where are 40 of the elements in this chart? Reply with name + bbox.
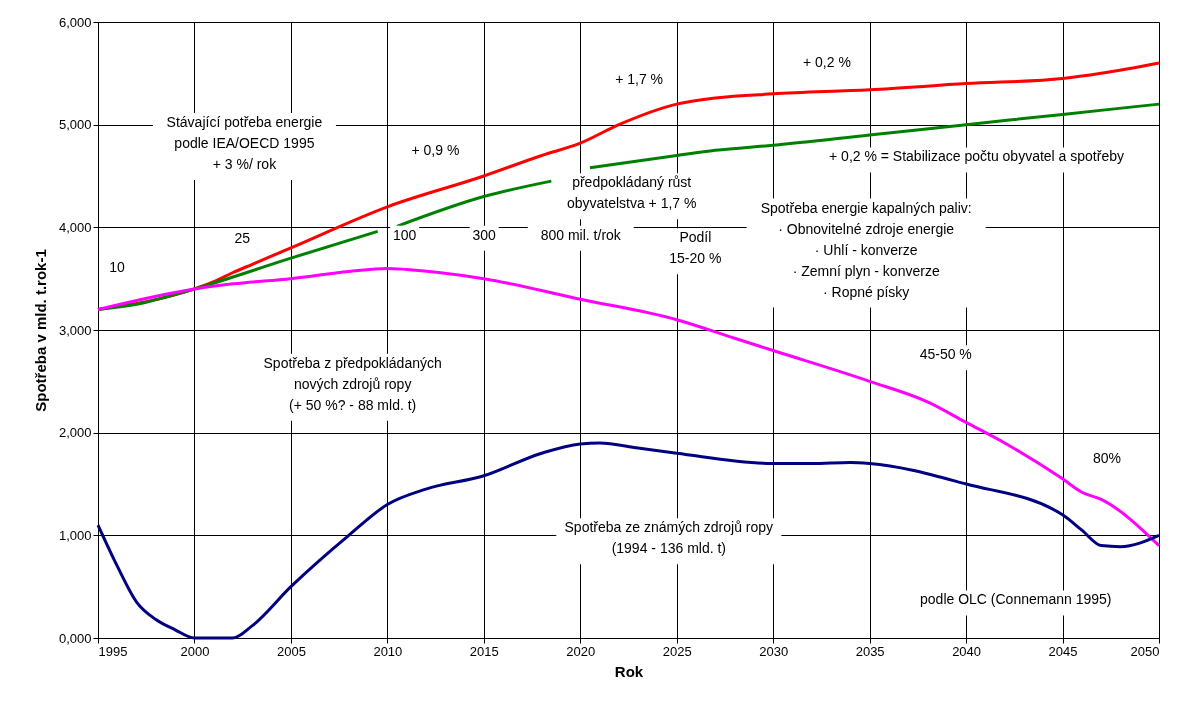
- x-tick-label: 2005: [276, 643, 306, 659]
- annotation: + 1,7 %: [615, 71, 664, 88]
- x-tick-label: 2010: [373, 643, 403, 659]
- y-tick-label: 3,000: [58, 322, 92, 338]
- x-tick-label: 2030: [759, 643, 789, 659]
- x-axis-title: Rok: [614, 662, 644, 680]
- annotation: 100: [392, 226, 417, 243]
- x-tick-label: 2020: [566, 643, 596, 659]
- y-tick-label: 0,000: [58, 630, 92, 646]
- annotation: Spotřeba energie kapalných paliv: · Obnovitelné zdroje energie · Uhlí - konverze · Zemní plyn - konverze · Ropné písky: [760, 199, 972, 300]
- annotation: 80%: [1093, 449, 1122, 466]
- x-tick-label: 2040: [952, 643, 982, 659]
- annotation: 10: [109, 258, 126, 275]
- annotation: + 0,9 %: [411, 141, 460, 158]
- line-series: [96, 441, 1161, 640]
- y-tick-label: 4,000: [58, 219, 92, 235]
- annotation: 800 mil. t/rok: [540, 226, 622, 243]
- annotation: Podíl 15-20 %: [669, 229, 722, 267]
- x-tick-label: 2035: [855, 643, 885, 659]
- x-tick-label: 2045: [1048, 643, 1078, 659]
- annotation: předpokládaný růst obyvatelstva + 1,7 %: [566, 174, 697, 212]
- annotation: Spotřeba z předpokládaných nových zdrojů ropy (+ 50 %? - 88 mld. t): [263, 354, 442, 413]
- y-axis-title: Spotřeba v mld. t.rok-1: [31, 249, 49, 412]
- y-tick-label: 1,000: [58, 527, 92, 543]
- x-tick-label: 2000: [180, 643, 210, 659]
- annotation: 25: [234, 230, 251, 247]
- y-tick-label: 2,000: [58, 425, 92, 441]
- x-tick-label: 1995: [98, 643, 128, 659]
- annotation: 300: [472, 226, 497, 243]
- x-tick-label: 2015: [469, 643, 499, 659]
- y-tick-label: 5,000: [58, 117, 92, 133]
- annotation: Spotřeba ze známých zdrojů ropy (1994 - 136 mld. t): [564, 519, 774, 557]
- annotation: + 0,2 %: [802, 53, 851, 70]
- annotation: + 0,2 % = Stabilizace počtu obyvatel a spotřeby: [829, 148, 1124, 165]
- annotation: 45-50 %: [919, 346, 972, 363]
- x-tick-label: 2050: [1130, 643, 1160, 659]
- annotation: podle OLC (Connemann 1995): [920, 591, 1112, 608]
- y-tick-label: 6,000: [58, 14, 92, 30]
- x-tick-label: 2025: [662, 643, 692, 659]
- annotation: Stávající potřeba energie podle IEA/OECD 1995 + 3 %/ rok: [166, 113, 323, 172]
